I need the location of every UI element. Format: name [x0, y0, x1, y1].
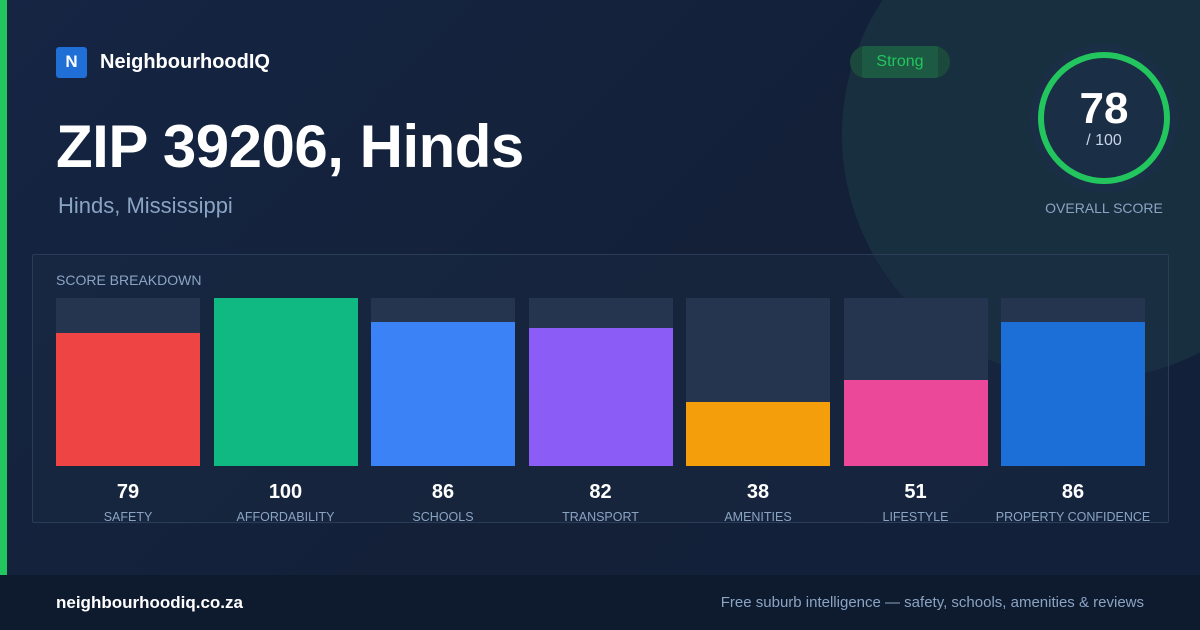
overall-score-value: 78 [1079, 84, 1129, 133]
score-bar-amenities: 38 AMENITIES [686, 298, 830, 524]
score-breakdown-panel: SCORE BREAKDOWN 79 SAFETY 100 AFFORDABILITY… [32, 254, 1169, 524]
overall-score-ring: 78 / 100 [1030, 44, 1178, 192]
bar-fill [1001, 322, 1145, 466]
bar-track [843, 298, 988, 466]
bar-track [213, 298, 358, 466]
bar-fill [528, 328, 673, 466]
brand-name: NeighbourhoodIQ [100, 50, 270, 73]
bar-label: PROPERTY CONFIDENCE [995, 510, 1151, 524]
score-bar-schools: 86 SCHOOLS [371, 298, 515, 524]
page-title: ZIP 39206, Hinds [56, 113, 524, 180]
overall-score-label: OVERALL SCORE [1045, 200, 1163, 216]
status-badge: Strong [850, 46, 950, 78]
bar-value: 51 [904, 481, 927, 503]
score-bar-property-confidence: 86 PROPERTY CONFIDENCE [996, 298, 1150, 524]
bar-label: AFFORDABILITY [236, 510, 335, 524]
footer-tagline: Free suburb intelligence — safety, schoo… [720, 594, 1144, 611]
score-bar-affordability: 100 AFFORDABILITY [213, 298, 358, 524]
bar-fill [56, 333, 200, 466]
breakdown-title: SCORE BREAKDOWN [56, 272, 202, 288]
status-badge-label: Strong [876, 53, 924, 70]
bar-fill [686, 402, 830, 466]
bar-fill [843, 380, 988, 466]
overall-score-max: / 100 [1086, 132, 1122, 149]
bar-fill [371, 322, 515, 466]
bar-track [686, 298, 830, 466]
accent-bar [0, 0, 7, 575]
brand: N NeighbourhoodIQ [56, 46, 270, 78]
brand-logo-icon: N [56, 46, 87, 78]
bar-track [528, 298, 673, 466]
bar-value: 86 [1061, 481, 1085, 503]
bar-track [1001, 298, 1145, 466]
score-bar-safety: 79 SAFETY [56, 298, 200, 524]
bar-label: AMENITIES [724, 510, 792, 524]
score-bar-transport: 82 TRANSPORT [528, 298, 673, 524]
bar-label: LIFESTYLE [882, 510, 949, 524]
page-subtitle: Hinds, Mississippi [58, 193, 233, 218]
bar-label: TRANSPORT [562, 510, 639, 524]
bar-label: SCHOOLS [412, 510, 474, 524]
bar-label: SAFETY [103, 510, 153, 524]
bar-value: 82 [589, 481, 612, 503]
bar-value: 79 [116, 481, 140, 503]
bar-value: 86 [431, 481, 455, 503]
share-card: N NeighbourhoodIQ ZIP 39206, Hinds Hinds… [0, 0, 1200, 575]
bar-value: 38 [746, 481, 770, 503]
footer-site-link[interactable]: neighbourhoodiq.co.za [56, 593, 243, 612]
bar-track [56, 298, 200, 466]
bar-fill [213, 298, 358, 466]
bar-value: 100 [268, 481, 303, 503]
footer: neighbourhoodiq.co.za Free suburb intell… [0, 575, 1200, 630]
bar-track [371, 298, 515, 466]
score-bar-lifestyle: 51 LIFESTYLE [843, 298, 988, 524]
